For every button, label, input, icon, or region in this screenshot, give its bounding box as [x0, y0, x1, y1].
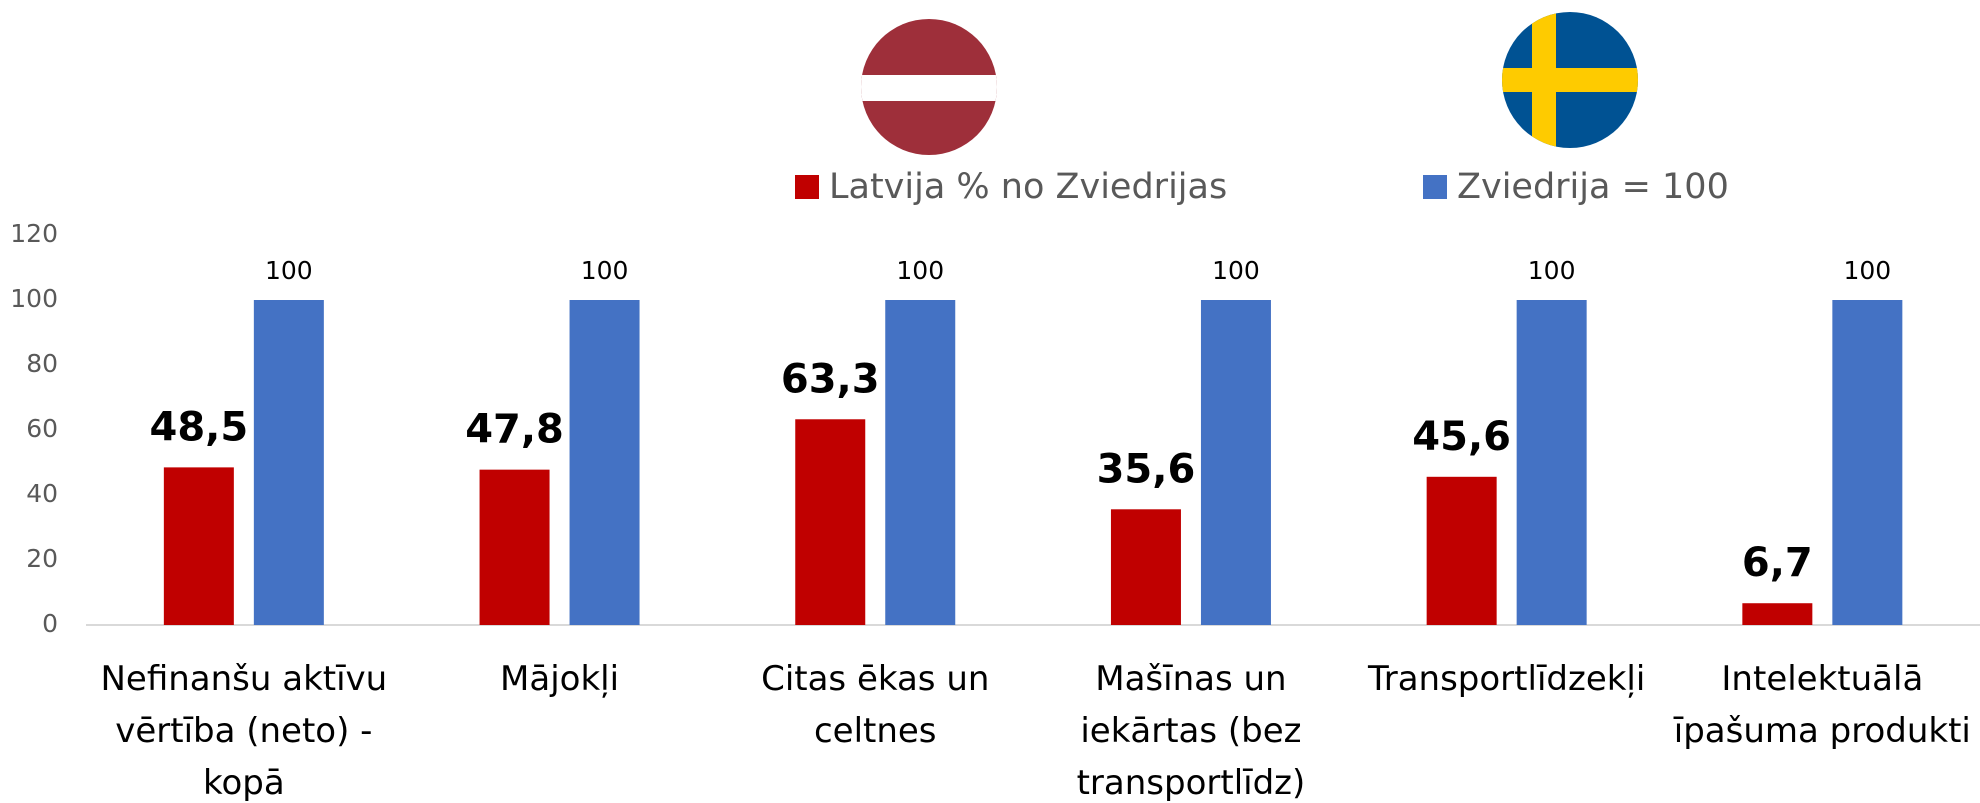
x-tick-label: Intelektuālā īpašuma produkti	[1673, 659, 1971, 751]
data-label: 100	[1528, 256, 1576, 285]
legend-label: Zviedrija = 100	[1457, 167, 1729, 207]
x-tick-label: Nefinanšu aktīvu vērtība (neto) - kopā	[100, 659, 388, 803]
bar	[569, 300, 640, 625]
bar	[1742, 603, 1813, 625]
data-label: 100	[896, 256, 944, 285]
bar	[253, 300, 324, 625]
bar	[1200, 300, 1271, 625]
y-tick-label: 20	[26, 544, 58, 573]
data-label: 47,8	[465, 407, 564, 453]
bar	[163, 467, 234, 625]
x-tick-label: Transportlīdzekļi	[1367, 659, 1646, 699]
bar	[885, 300, 956, 625]
bar	[1832, 300, 1903, 625]
data-label: 100	[1843, 256, 1891, 285]
bar	[1426, 476, 1497, 625]
x-tick-label: Mājokļi	[500, 659, 620, 699]
data-label: 100	[265, 256, 313, 285]
bar	[479, 469, 550, 625]
y-tick-label: 80	[26, 349, 58, 378]
data-label: 35,6	[1097, 446, 1196, 492]
x-tick-label: Citas ēkas un celtnes	[761, 659, 990, 751]
data-label: 100	[581, 256, 629, 285]
bar	[1516, 300, 1587, 625]
x-tick-label: Mašīnas un iekārtas (bez transportlīdz)	[1076, 659, 1306, 803]
y-tick-label: 100	[10, 284, 58, 313]
data-label: 45,6	[1412, 414, 1511, 460]
legend-label: Latvija % no Zviedrijas	[829, 167, 1227, 207]
y-tick-label: 0	[42, 609, 58, 638]
sweden-flag	[1502, 12, 1638, 148]
legend-swatch	[795, 175, 819, 199]
latvia-flag	[861, 19, 997, 155]
y-tick-label: 40	[26, 479, 58, 508]
bar	[1110, 509, 1181, 625]
y-tick-label: 120	[10, 219, 58, 248]
data-label: 63,3	[781, 356, 880, 402]
data-label: 6,7	[1742, 540, 1813, 586]
legend-swatch	[1423, 175, 1447, 199]
data-label: 100	[1212, 256, 1260, 285]
y-tick-label: 60	[26, 414, 58, 443]
bar	[795, 419, 866, 625]
data-label: 48,5	[149, 404, 248, 450]
